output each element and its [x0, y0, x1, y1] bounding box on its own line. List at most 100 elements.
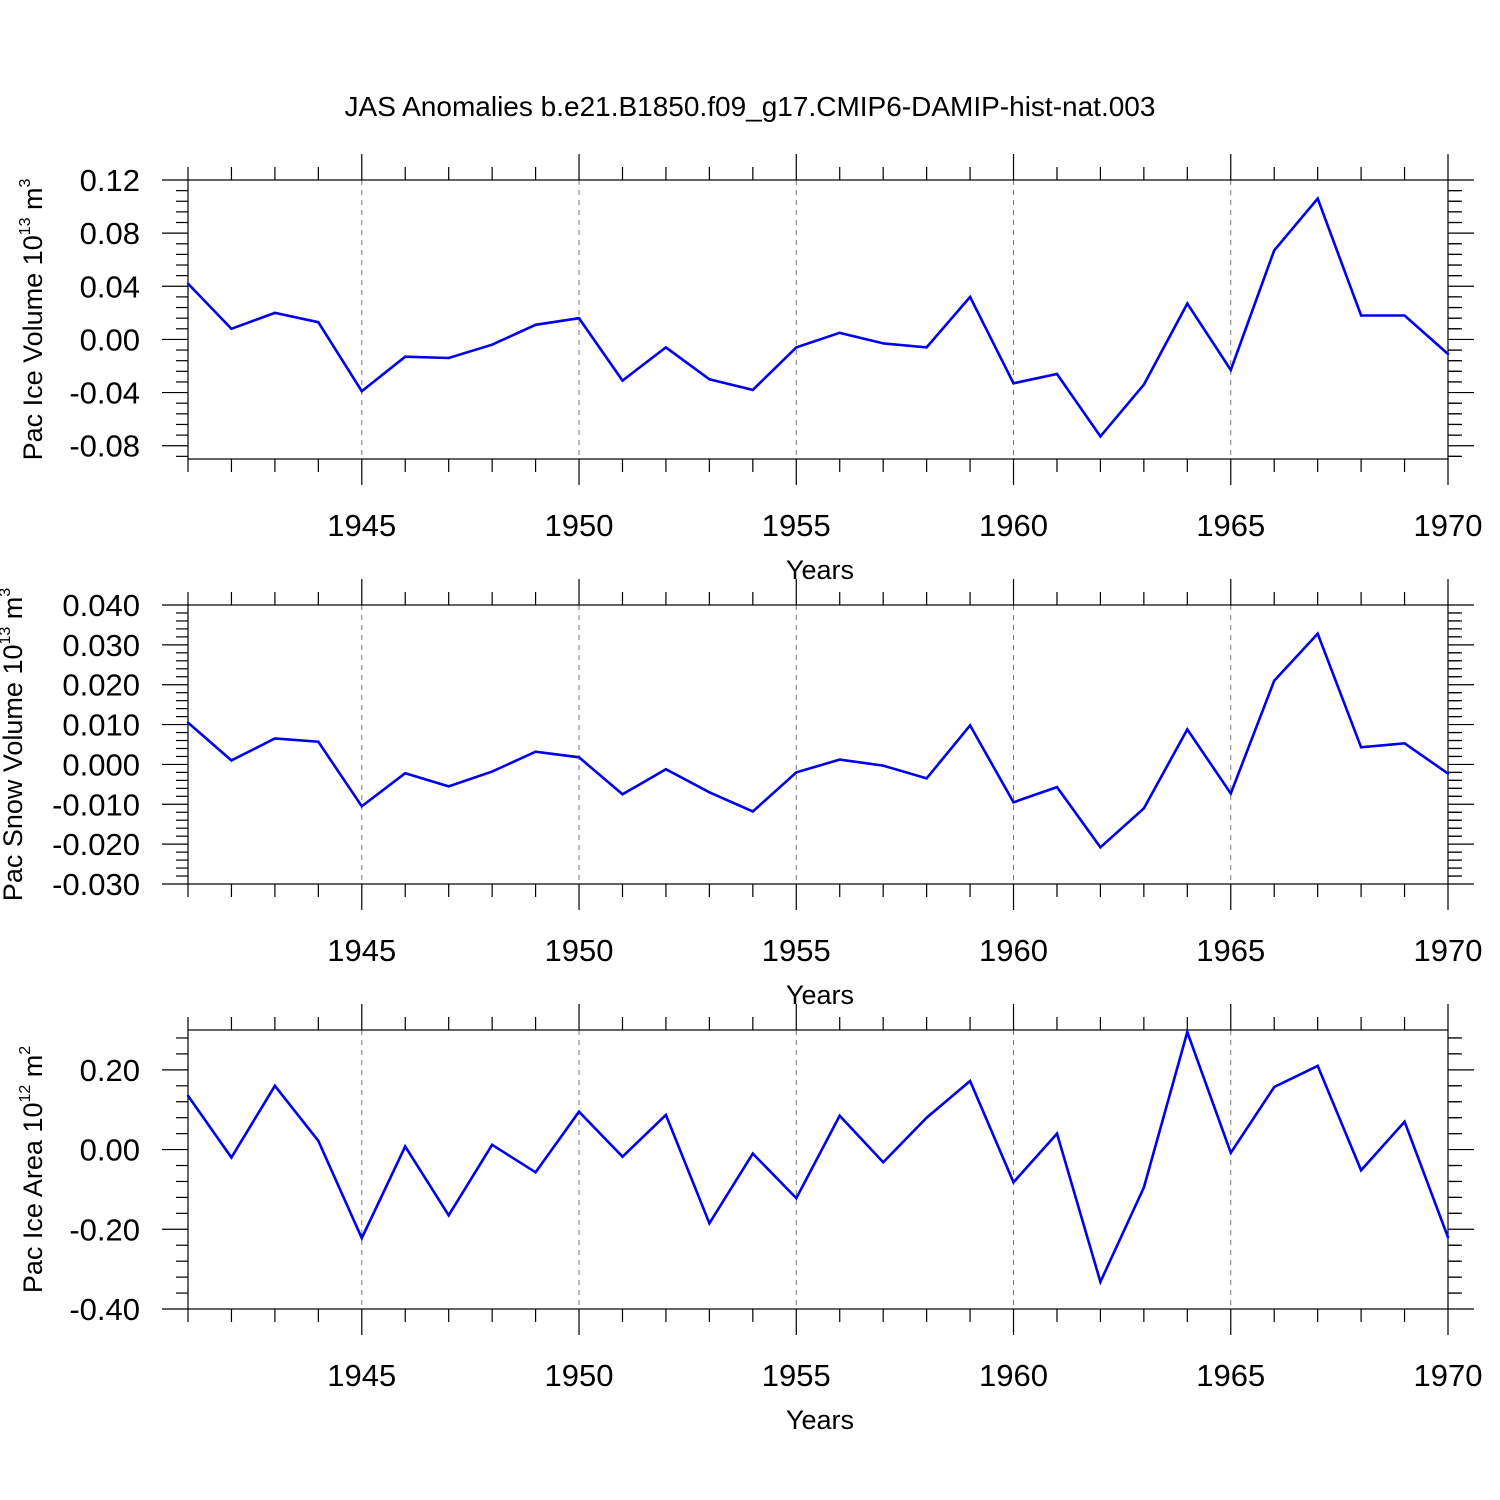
data-point — [534, 1171, 537, 1174]
data-point — [881, 1161, 885, 1164]
series-line — [186, 1027, 1450, 1286]
y-tick-label: 0.12 — [80, 163, 140, 198]
data-point — [360, 390, 363, 393]
y-tick-label: 0.000 — [62, 747, 140, 782]
data-point — [1403, 742, 1406, 745]
data-point — [1012, 801, 1015, 804]
data-point — [1316, 197, 1319, 200]
y-tick-label: 0.20 — [80, 1053, 140, 1088]
data-point — [1055, 785, 1059, 789]
data-point — [490, 770, 494, 773]
data-point — [404, 355, 407, 358]
data-point — [968, 295, 972, 299]
y-axis-label: Pac Ice Volume 1013 m3 — [17, 178, 48, 460]
data-point — [577, 316, 581, 320]
data-point — [1012, 382, 1015, 385]
y-tick-label: 0.030 — [62, 628, 140, 663]
data-point — [1142, 1186, 1146, 1189]
x-tick-label: 1945 — [327, 508, 396, 543]
y-tick-label: 0.010 — [62, 708, 140, 743]
data-point — [1403, 314, 1406, 317]
data-point — [186, 721, 190, 724]
plot-frame — [187, 179, 1449, 460]
x-tick-label: 1965 — [1196, 1358, 1265, 1393]
y-tick-label: -0.010 — [52, 787, 140, 822]
y-tick-label: -0.030 — [52, 867, 140, 902]
y-label-main: Pac Ice Volume 10 — [18, 235, 48, 460]
data-point — [751, 810, 755, 813]
data-point — [1186, 302, 1189, 305]
y-tick-label: 0.020 — [62, 668, 140, 703]
data-point — [577, 756, 581, 759]
data-point — [925, 777, 928, 780]
data-point — [1316, 632, 1319, 635]
data-point — [1273, 679, 1276, 682]
data-point — [1099, 846, 1102, 849]
x-tick-label: 1960 — [979, 933, 1048, 968]
data-point — [838, 758, 841, 761]
data-point — [664, 346, 668, 349]
data-point — [664, 768, 668, 771]
data-point — [751, 388, 755, 392]
x-tick-label: 1950 — [545, 933, 614, 968]
data-point — [1273, 1085, 1276, 1089]
y-label-main: Pac Ice Area 10 — [18, 1103, 48, 1294]
y-tick-label: 0.04 — [80, 269, 140, 304]
data-point — [621, 793, 624, 796]
x-tick-label: 1970 — [1414, 1358, 1483, 1393]
y-tick-label: 0.08 — [80, 216, 140, 251]
data-point — [1012, 1181, 1015, 1184]
x-axis-label: Years — [786, 555, 854, 585]
chart-title: JAS Anomalies b.e21.B1850.f09_g17.CMIP6-… — [345, 91, 1156, 122]
panel-1: -0.08 -0.04 0.00 0.04 0.08 0.12 1945 1950 1955 19… — [17, 154, 1482, 585]
x-tick-label: 1945 — [327, 933, 396, 968]
data-point — [360, 805, 363, 808]
data-point — [621, 1155, 624, 1158]
data-point — [708, 1222, 711, 1225]
data-point — [273, 737, 277, 740]
y-axis-label: Pac Snow Volume 1013 m3 — [0, 588, 28, 901]
data-point — [795, 346, 798, 349]
y-label-unit-exponent: 3 — [0, 588, 14, 597]
data-point — [1186, 1030, 1189, 1034]
x-tick-label: 1950 — [545, 1358, 614, 1393]
data-point — [273, 311, 277, 315]
y-label-exponent: 13 — [17, 217, 34, 235]
data-point — [1316, 1064, 1319, 1068]
data-point — [1446, 352, 1450, 356]
data-point — [664, 1113, 668, 1117]
data-point — [490, 343, 494, 346]
data-point — [1099, 435, 1102, 438]
data-point — [1403, 1120, 1406, 1123]
series-line — [187, 196, 1449, 439]
x-tick-label: 1970 — [1414, 508, 1483, 543]
data-point — [968, 724, 972, 727]
x-tick-label: 1955 — [762, 933, 831, 968]
data-point — [186, 282, 190, 285]
y-tick-label: 0.00 — [80, 1133, 140, 1168]
y-tick-label: -0.020 — [52, 827, 140, 862]
data-point — [1229, 1151, 1232, 1154]
data-point — [751, 1152, 755, 1155]
x-axis-label: Years — [786, 1405, 854, 1435]
y-label-unit-exponent: 3 — [17, 178, 34, 187]
data-point — [708, 791, 711, 794]
y-label-unit: m — [18, 187, 48, 217]
y-label-main: Pac Snow Volume 10 — [0, 645, 28, 902]
data-point — [621, 379, 624, 382]
data-point — [1229, 368, 1232, 372]
data-point — [881, 764, 885, 767]
data-point — [230, 1156, 233, 1159]
y-tick-label: -0.08 — [69, 429, 140, 464]
series-line — [187, 631, 1449, 850]
data-point — [795, 1196, 798, 1200]
data-point — [1099, 1280, 1102, 1284]
data-point — [1359, 1169, 1363, 1172]
data-point — [317, 1139, 320, 1143]
y-label-unit: m — [0, 597, 28, 627]
data-point — [447, 356, 450, 360]
x-tick-label: 1960 — [979, 1358, 1048, 1393]
panel-2: -0.030 -0.020 -0.010 0.000 0.010 0.020 0.030 0.… — [0, 579, 1482, 1010]
data-point — [968, 1079, 972, 1083]
y-label-exponent: 12 — [17, 1085, 34, 1103]
